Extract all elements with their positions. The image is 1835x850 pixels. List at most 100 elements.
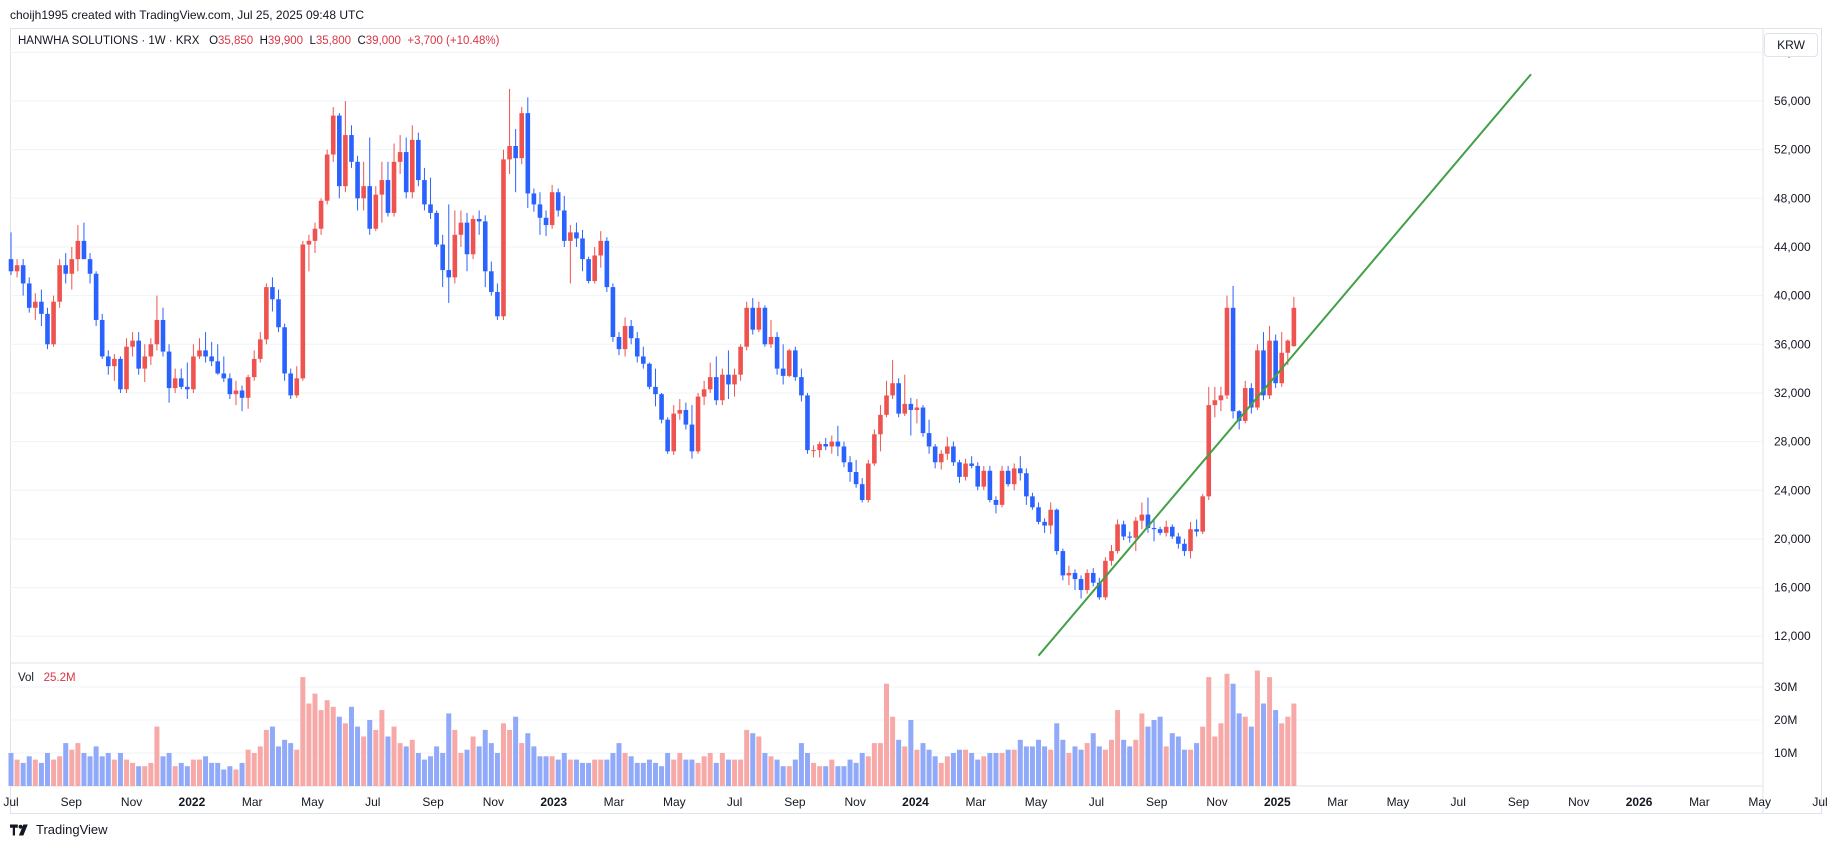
candle-body xyxy=(780,368,786,376)
volume-bar xyxy=(69,749,75,786)
candle xyxy=(1097,577,1102,600)
chart-frame[interactable] xyxy=(10,28,1822,814)
candle-body xyxy=(513,145,518,159)
volume-bar xyxy=(713,762,719,786)
candle-body xyxy=(628,326,634,339)
currency-button[interactable]: KRW xyxy=(1764,33,1818,57)
candle xyxy=(890,360,895,400)
volume-bar xyxy=(956,749,962,786)
volume-bar xyxy=(251,753,257,786)
volume-bar xyxy=(762,753,768,786)
volume-bar xyxy=(908,720,914,786)
candle xyxy=(99,313,105,359)
candle-body xyxy=(902,403,908,414)
candle-body xyxy=(519,113,525,159)
candle xyxy=(525,97,531,209)
volume-bar xyxy=(330,706,336,786)
volume-bar xyxy=(744,729,750,786)
candle xyxy=(294,366,300,398)
time-tick-label: Mar xyxy=(242,795,263,809)
volume-bar xyxy=(142,766,148,786)
volume-bar xyxy=(774,759,780,786)
candle xyxy=(124,338,129,393)
volume-bar xyxy=(738,759,744,786)
volume-bar xyxy=(136,766,142,786)
volume-bar xyxy=(373,729,379,786)
trendline xyxy=(1037,73,1532,657)
candle-body xyxy=(634,338,640,357)
candle xyxy=(872,429,877,466)
candle-body xyxy=(689,424,695,452)
volume-bar xyxy=(342,723,348,786)
price-tick-label: 40,000 xyxy=(1774,289,1811,303)
volume-bar xyxy=(385,736,391,786)
candle-body xyxy=(1017,468,1023,474)
volume-bar xyxy=(1145,726,1151,786)
candle-body xyxy=(148,344,154,357)
price-tick-label: 32,000 xyxy=(1774,386,1811,400)
candle-body xyxy=(1145,514,1151,528)
volume-bar xyxy=(1115,710,1121,786)
open-key: O xyxy=(209,35,219,47)
candle-body xyxy=(57,265,62,302)
candle xyxy=(1054,508,1060,555)
volume-bar xyxy=(458,753,464,786)
volume-bar xyxy=(245,749,251,786)
volume-bar xyxy=(227,766,233,786)
candle-body xyxy=(397,152,403,162)
candle xyxy=(288,368,293,400)
volume-legend[interactable]: Vol 25.2M xyxy=(18,672,76,684)
volume-bar xyxy=(1139,713,1145,786)
candle-body xyxy=(604,240,610,288)
candle xyxy=(245,374,251,409)
candle xyxy=(75,225,81,272)
candle xyxy=(665,417,670,454)
symbol-name[interactable]: HANWHA SOLUTIONS · 1W · KRX xyxy=(18,35,200,47)
candle xyxy=(1188,521,1193,559)
volume-bar xyxy=(1218,723,1224,786)
volume-bar xyxy=(324,700,330,786)
candle-body xyxy=(829,441,835,447)
candle xyxy=(537,192,543,235)
candle xyxy=(185,362,190,400)
candle xyxy=(780,344,786,385)
volume-bar xyxy=(804,753,810,786)
candle xyxy=(1230,285,1236,419)
candle xyxy=(574,222,579,247)
candle xyxy=(932,444,938,469)
candle xyxy=(239,385,245,412)
candle xyxy=(1200,493,1205,535)
candle xyxy=(1036,502,1041,525)
candle-body xyxy=(1255,350,1260,408)
candle-body xyxy=(1078,579,1084,591)
candle xyxy=(853,459,859,488)
time-tick-label: Nov xyxy=(1568,795,1589,809)
candle-body xyxy=(81,240,87,260)
candle-body xyxy=(1005,470,1011,485)
candle xyxy=(1242,380,1248,424)
candle-body xyxy=(458,222,464,235)
candle xyxy=(975,462,981,491)
candle-body xyxy=(215,361,221,374)
candle-body xyxy=(136,340,141,369)
volume-bar xyxy=(1188,749,1194,786)
candle-body xyxy=(434,212,439,245)
candle-body xyxy=(239,390,245,398)
candle xyxy=(938,450,944,470)
candle xyxy=(957,459,962,483)
candle-body xyxy=(592,255,597,282)
candle-body xyxy=(543,217,549,226)
candle xyxy=(659,392,664,424)
volume-bar xyxy=(428,756,434,786)
candle xyxy=(105,350,111,375)
volume-bar xyxy=(835,766,841,786)
time-tick-label: Mar xyxy=(1689,795,1710,809)
volume-bar xyxy=(446,713,452,786)
symbol-legend[interactable]: HANWHA SOLUTIONS · 1W · KRX O35,850 H39,… xyxy=(18,35,499,47)
candle xyxy=(531,188,537,212)
volume-bar xyxy=(1236,713,1242,786)
candle-body xyxy=(39,301,44,314)
volume-bar xyxy=(361,736,367,786)
volume-bar xyxy=(987,753,993,786)
